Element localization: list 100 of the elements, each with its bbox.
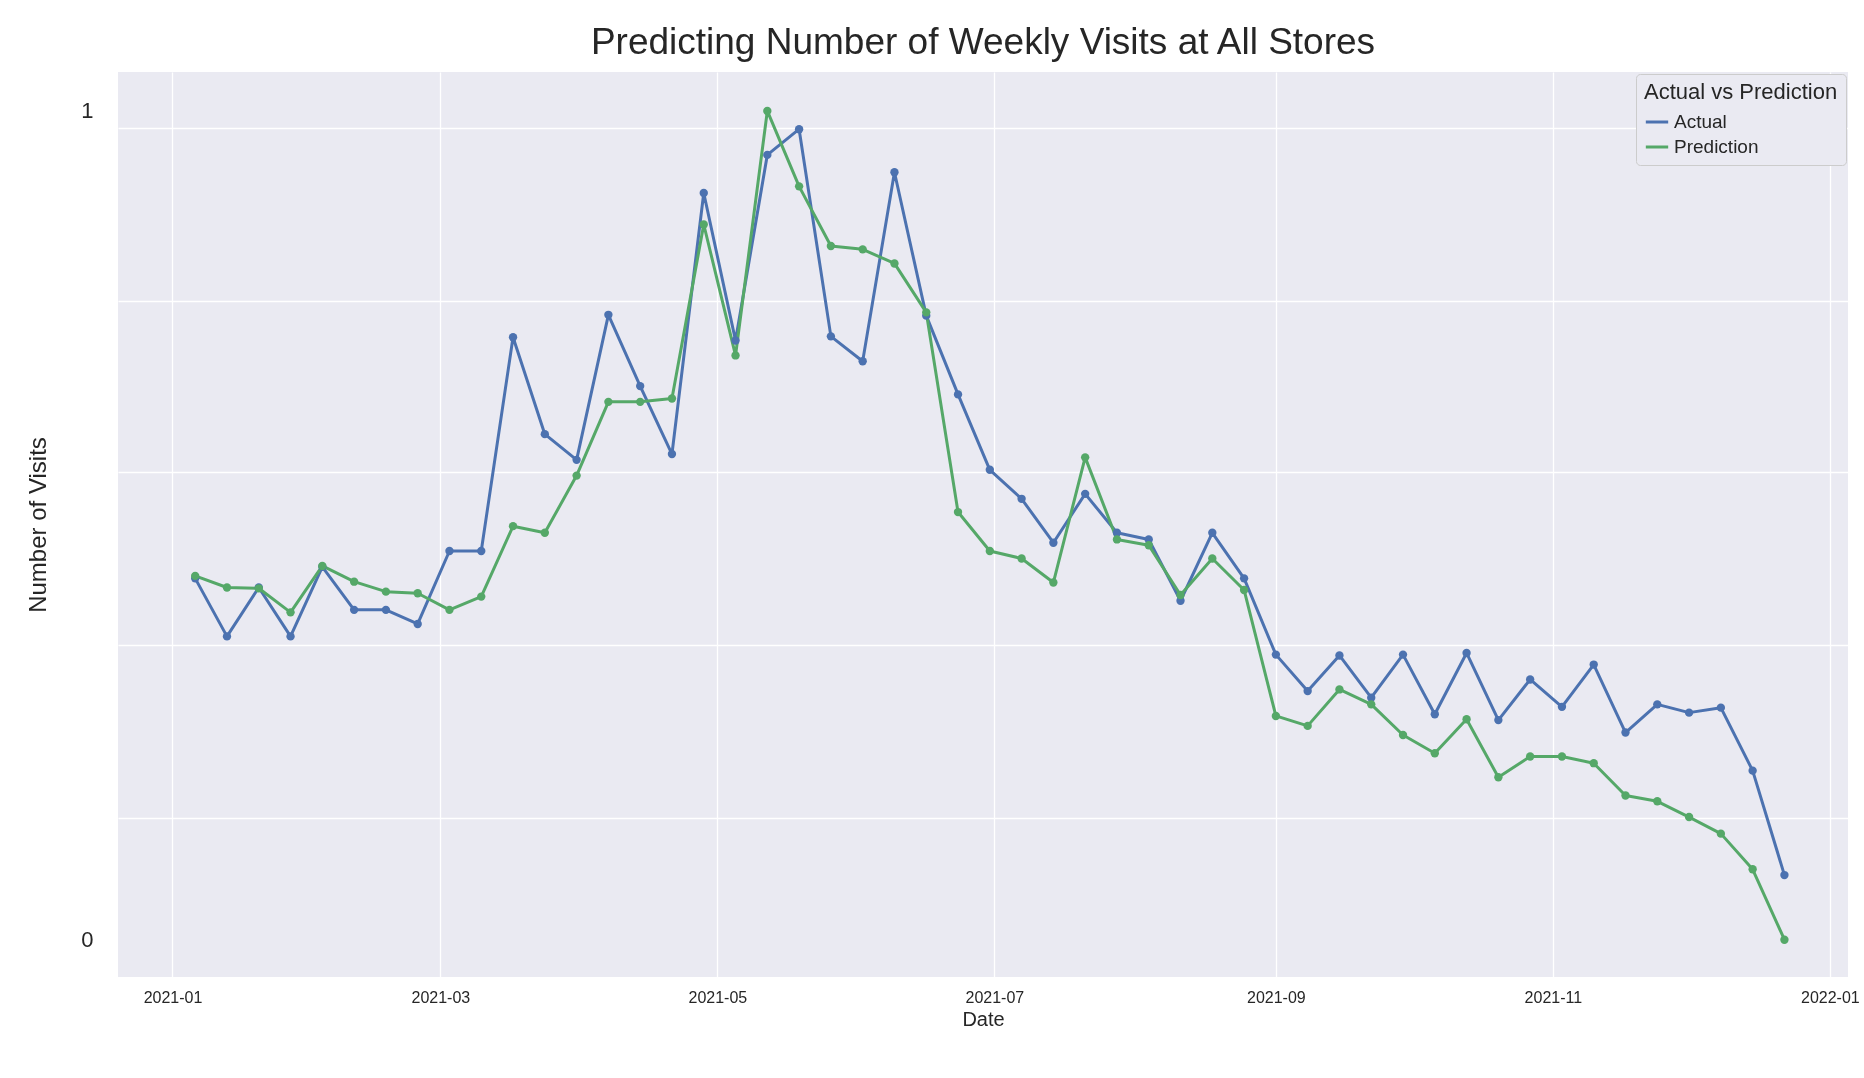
point	[826, 332, 836, 341]
point	[1557, 702, 1567, 711]
point	[1684, 812, 1694, 822]
point	[1621, 791, 1630, 800]
point	[1748, 766, 1757, 775]
point	[1716, 829, 1726, 838]
point	[985, 546, 994, 556]
point	[1367, 700, 1376, 709]
point	[1716, 703, 1726, 712]
point	[667, 394, 677, 403]
chart-title: Predicting Number of Weekly Visits at All Stores	[590, 21, 1376, 62]
legend-label: Prediction	[1674, 136, 1759, 157]
point	[1303, 686, 1312, 696]
point	[858, 357, 867, 366]
point	[540, 528, 550, 537]
point	[1398, 650, 1408, 659]
point	[890, 168, 899, 177]
point	[508, 521, 518, 531]
x-tick-label: 2021-11	[1524, 988, 1583, 1006]
point	[1653, 700, 1662, 709]
point	[1430, 710, 1439, 719]
point	[540, 429, 550, 439]
point	[1748, 865, 1757, 874]
point	[1335, 685, 1344, 694]
point	[413, 619, 422, 629]
point	[286, 632, 295, 641]
point	[763, 150, 772, 160]
point	[1430, 749, 1439, 758]
point	[1080, 453, 1090, 462]
point	[1494, 715, 1503, 725]
point	[1589, 660, 1598, 669]
point	[222, 632, 232, 641]
point	[985, 465, 994, 474]
point	[349, 605, 359, 615]
point	[1557, 752, 1567, 761]
point	[1335, 651, 1344, 660]
x-tick-label: 2021-09	[1247, 988, 1306, 1006]
legend-title: Actual vs Prediction	[1644, 79, 1838, 104]
x-tick-label: 2021-01	[143, 988, 203, 1006]
point	[1621, 728, 1630, 737]
point	[413, 589, 422, 598]
x-tick-label: 2022-01	[1800, 988, 1860, 1006]
x-tick-label: 2021-07	[965, 988, 1025, 1006]
point	[731, 336, 740, 345]
x-axis-title: Date	[962, 1007, 1005, 1030]
point	[222, 583, 232, 592]
point	[572, 471, 581, 480]
point	[1112, 535, 1122, 544]
point	[1208, 554, 1217, 563]
point	[1271, 711, 1281, 721]
point	[858, 245, 867, 254]
point	[1780, 935, 1789, 944]
point	[604, 397, 613, 407]
point	[1017, 494, 1026, 503]
point	[1303, 721, 1312, 731]
point	[477, 546, 486, 556]
point	[1462, 715, 1471, 724]
point	[1271, 650, 1281, 659]
point	[1239, 585, 1249, 595]
point	[1049, 578, 1058, 587]
legend-label: Actual	[1674, 111, 1727, 132]
point	[1080, 489, 1090, 499]
point	[1780, 870, 1789, 880]
point	[381, 587, 391, 596]
point	[1653, 797, 1662, 806]
point	[1208, 528, 1217, 537]
point	[1494, 773, 1503, 782]
point	[477, 592, 486, 601]
point	[572, 455, 581, 465]
point	[445, 605, 454, 615]
point	[1239, 574, 1249, 583]
point	[636, 397, 645, 407]
point	[286, 608, 295, 617]
point	[699, 188, 708, 198]
point	[1684, 708, 1694, 717]
point	[445, 546, 454, 556]
point	[1525, 752, 1535, 761]
point	[890, 259, 899, 268]
point	[1017, 554, 1026, 563]
point	[1398, 730, 1408, 740]
point	[1462, 648, 1471, 658]
point	[953, 507, 963, 517]
point	[381, 605, 391, 615]
point	[1049, 538, 1058, 547]
point	[794, 182, 804, 191]
point	[763, 106, 772, 116]
point	[794, 125, 804, 134]
point	[1589, 759, 1598, 768]
y-tick-label: 1	[81, 98, 94, 124]
y-axis-title: Number of Visits	[24, 437, 52, 613]
point	[1176, 590, 1185, 600]
point	[953, 390, 963, 399]
point	[826, 241, 836, 251]
point	[604, 310, 613, 319]
point	[667, 449, 677, 459]
point	[636, 381, 645, 391]
x-tick-label: 2021-03	[411, 988, 471, 1006]
point	[699, 220, 708, 229]
point	[1144, 541, 1153, 550]
point	[349, 577, 359, 586]
